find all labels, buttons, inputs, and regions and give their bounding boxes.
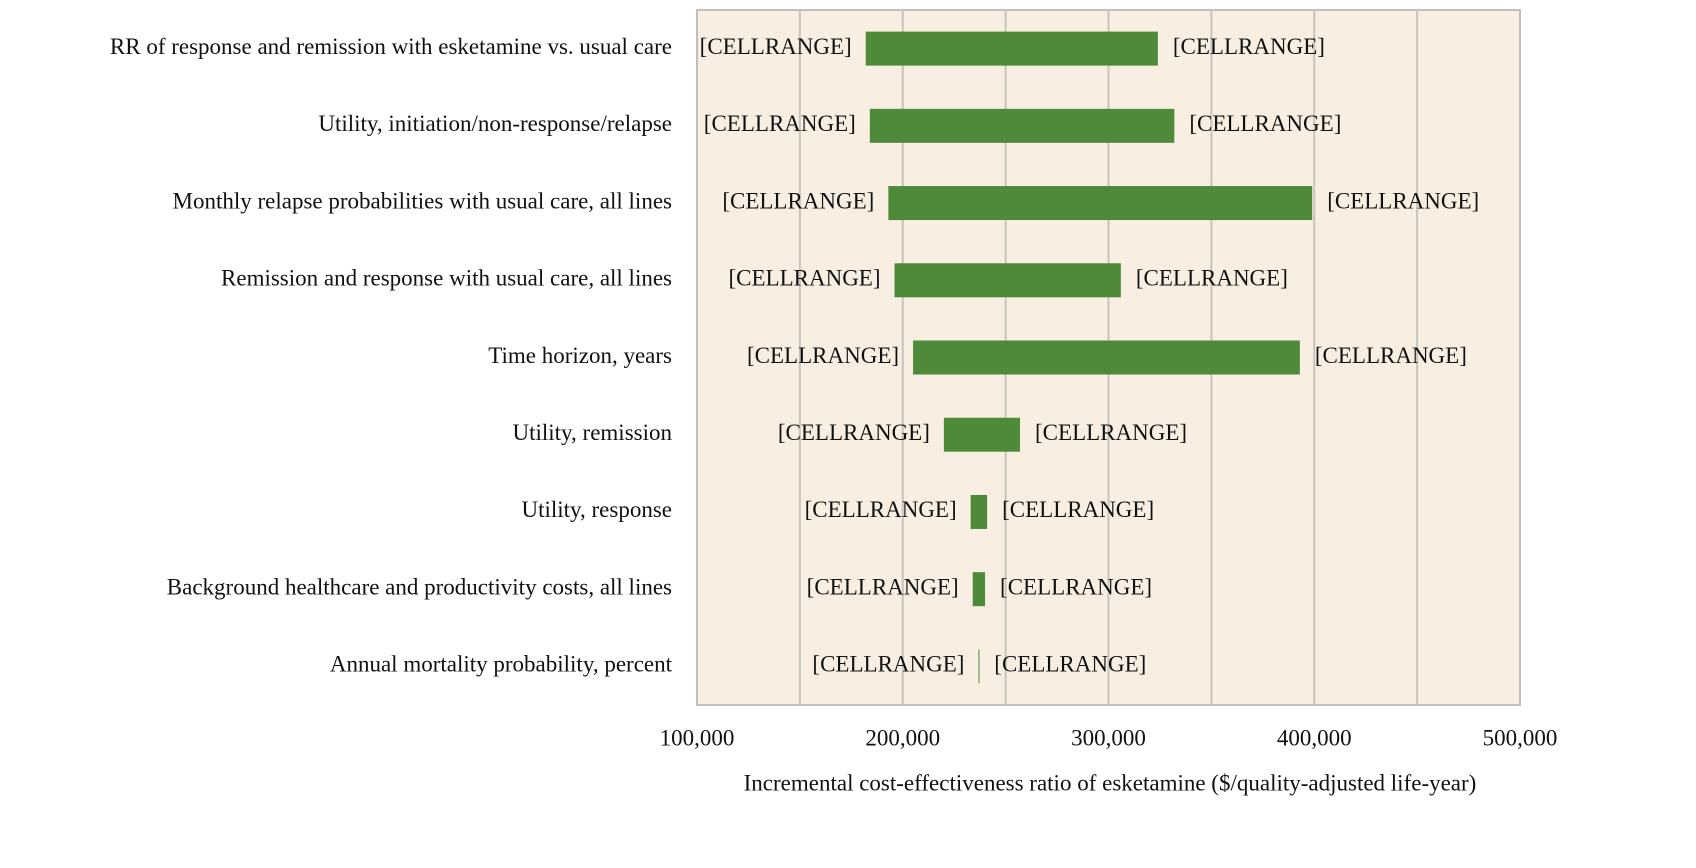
- category-label: RR of response and remission with esketa…: [110, 34, 672, 59]
- x-tick-label: 400,000: [1277, 725, 1352, 750]
- bar: [894, 263, 1121, 298]
- high-label: [CELLRANGE]: [1315, 343, 1467, 368]
- bar: [888, 186, 1313, 221]
- high-label: [CELLRANGE]: [1000, 574, 1152, 599]
- low-label: [CELLRANGE]: [812, 652, 964, 677]
- bar: [970, 494, 988, 529]
- bar: [978, 649, 980, 684]
- x-tick-label: 100,000: [660, 725, 735, 750]
- bar: [869, 108, 1175, 143]
- category-label: Utility, remission: [512, 420, 672, 445]
- bar: [913, 340, 1300, 375]
- x-tick-label: 300,000: [1071, 725, 1146, 750]
- low-label: [CELLRANGE]: [704, 111, 856, 136]
- x-axis-title: Incremental cost-effectiveness ratio of …: [744, 770, 1477, 795]
- bar: [865, 31, 1158, 66]
- category-label: Annual mortality probability, percent: [330, 652, 673, 677]
- category-label: Utility, initiation/non-response/relapse: [318, 111, 672, 136]
- high-label: [CELLRANGE]: [994, 652, 1146, 677]
- bar: [943, 417, 1021, 452]
- category-label: Utility, response: [521, 497, 672, 522]
- low-label: [CELLRANGE]: [722, 188, 874, 213]
- category-label: Monthly relapse probabilities with usual…: [173, 188, 673, 213]
- low-label: [CELLRANGE]: [778, 420, 930, 445]
- category-label: Time horizon, years: [488, 343, 672, 368]
- high-label: [CELLRANGE]: [1035, 420, 1187, 445]
- category-label: Background healthcare and productivity c…: [167, 574, 672, 599]
- high-label: [CELLRANGE]: [1189, 111, 1341, 136]
- x-tick-label: 500,000: [1483, 725, 1558, 750]
- high-label: [CELLRANGE]: [1002, 497, 1154, 522]
- low-label: [CELLRANGE]: [805, 497, 957, 522]
- bar: [972, 572, 986, 607]
- x-tick-label: 200,000: [865, 725, 940, 750]
- high-label: [CELLRANGE]: [1173, 34, 1325, 59]
- high-label: [CELLRANGE]: [1136, 266, 1288, 291]
- low-label: [CELLRANGE]: [807, 574, 959, 599]
- low-label: [CELLRANGE]: [747, 343, 899, 368]
- low-label: [CELLRANGE]: [728, 266, 880, 291]
- category-label: Remission and response with usual care, …: [221, 266, 672, 291]
- high-label: [CELLRANGE]: [1327, 188, 1479, 213]
- low-label: [CELLRANGE]: [700, 34, 852, 59]
